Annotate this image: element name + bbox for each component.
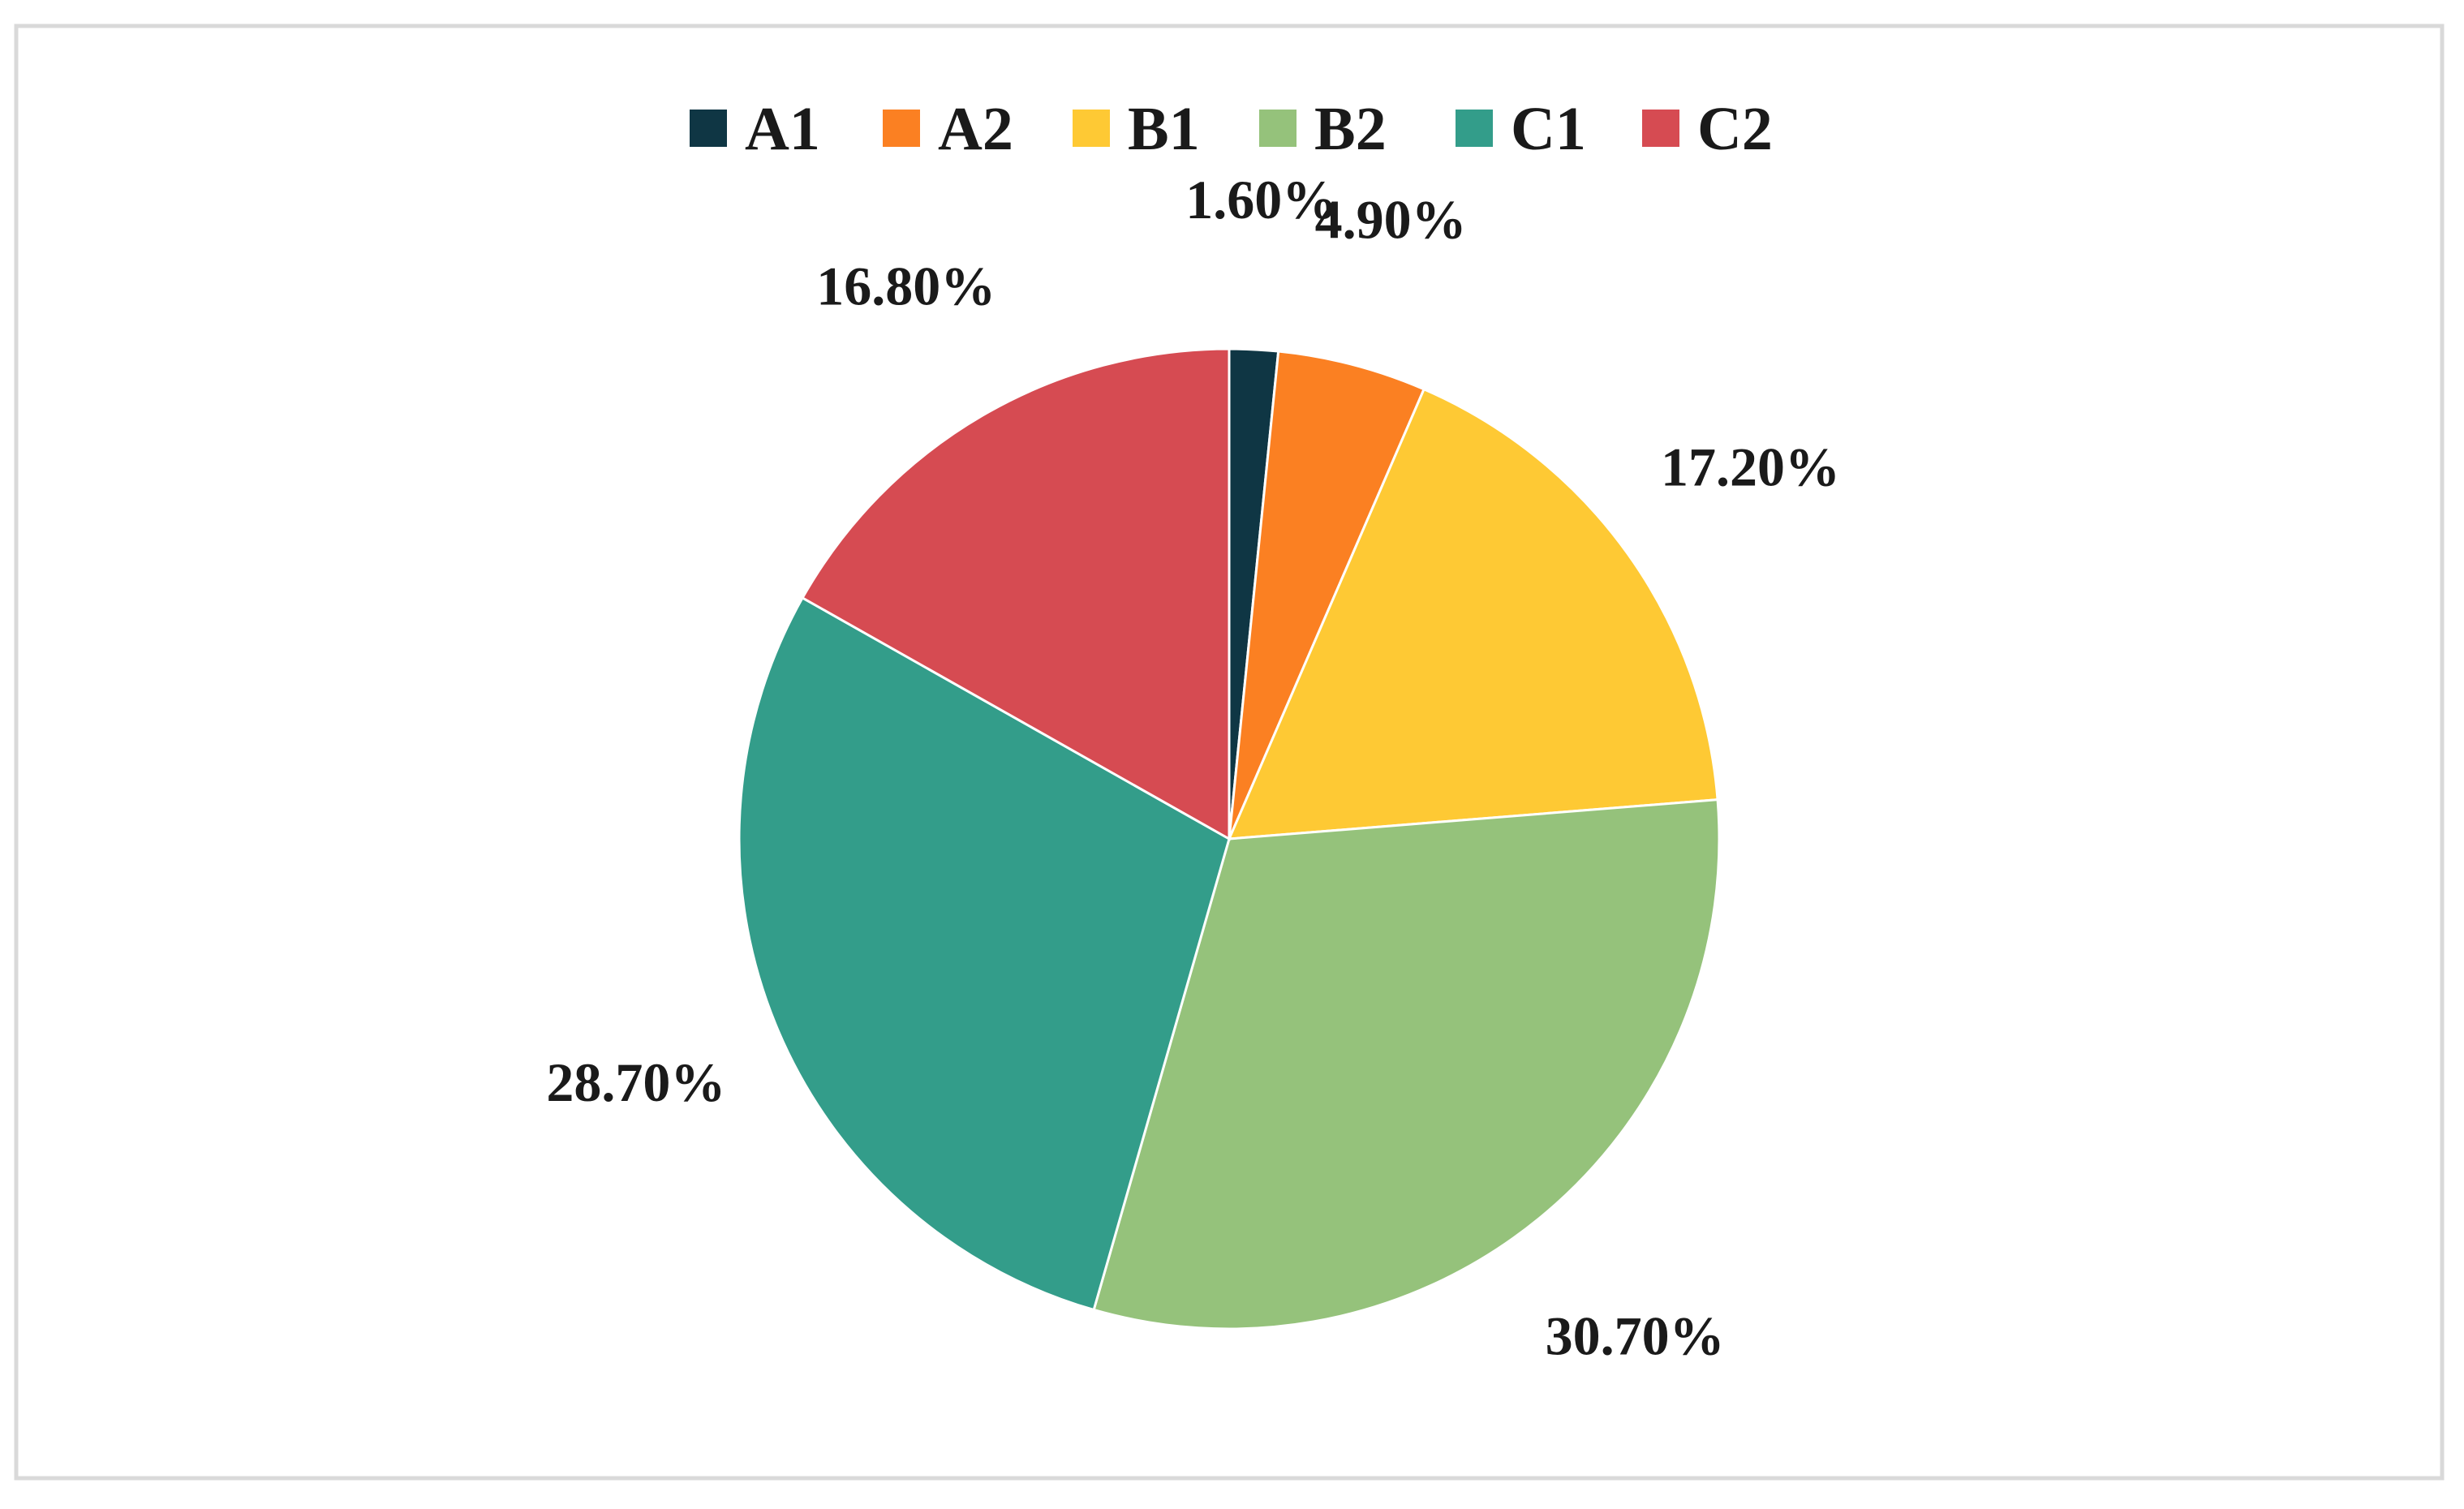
legend-label-a2: A2 (938, 95, 1013, 163)
pie-slice-c2 (801, 347, 1231, 841)
slice-labels: 1.60%4.90% 17.20% 30.70% 28.70% 16.80% (546, 169, 1840, 1367)
data-label-b1: 17.20% (1661, 436, 1840, 497)
legend-swatch-a1 (690, 110, 727, 147)
pie-slice-c1 (737, 595, 1231, 1312)
legend: A1 A2 B1 B2 C1 C2 (690, 95, 1773, 163)
data-label-b2: 30.70% (1546, 1305, 1725, 1367)
legend-label-a1: A1 (745, 95, 820, 163)
legend-swatch-b2 (1259, 110, 1297, 147)
pie-slices (737, 347, 1721, 1331)
data-label-c2: 16.80% (816, 256, 995, 317)
pie-slice-a2 (1228, 350, 1426, 840)
legend-label-b2: B2 (1314, 95, 1387, 163)
legend-swatch-a2 (883, 110, 920, 147)
pie-slice-b2 (1092, 798, 1721, 1331)
pie-slice-b1 (1227, 387, 1719, 840)
legend-swatch-b1 (1073, 110, 1110, 147)
data-label-a1: 1.60% (1185, 169, 1337, 230)
legend-swatch-c1 (1456, 110, 1493, 147)
data-label-a2: 4.90% (1315, 188, 1467, 250)
legend-label-b1: B1 (1128, 95, 1200, 163)
legend-label-c2: C2 (1697, 95, 1773, 163)
data-label-c1: 28.70% (546, 1051, 725, 1113)
legend-swatch-c2 (1642, 110, 1679, 147)
legend-label-c1: C1 (1511, 95, 1586, 163)
